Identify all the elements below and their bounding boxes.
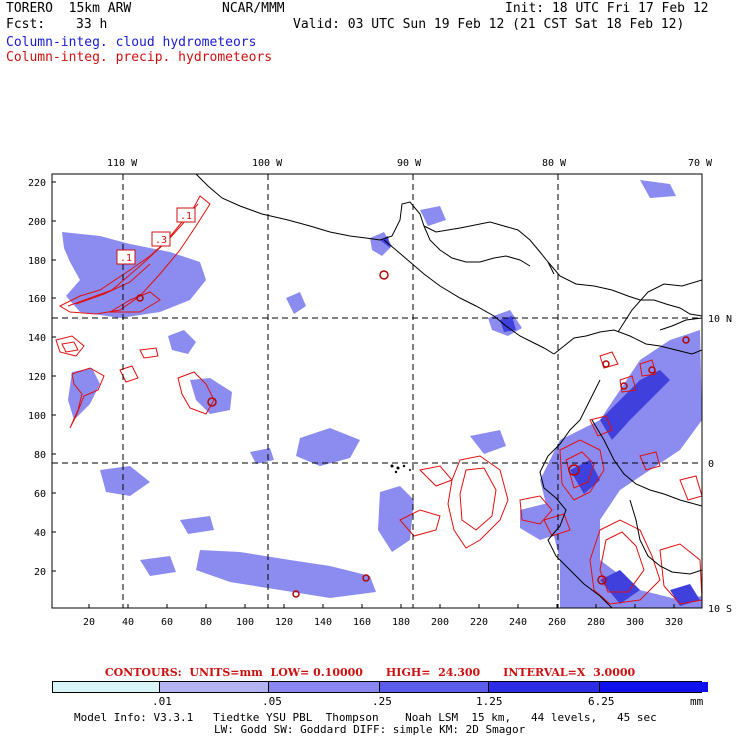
forecast-map: 110 W 100 W 90 W 80 W 70 W 10 N 0 10 S 2…	[28, 158, 732, 628]
lat-label-10n: 10 N	[708, 314, 732, 325]
init-time: Init: 18 UTC Fri 17 Feb 12	[505, 1, 709, 16]
precip-contours	[55, 195, 702, 605]
x-tick: 260	[548, 617, 566, 628]
org-label: NCAR/MMM	[222, 1, 285, 16]
contour-label: .3	[155, 235, 167, 246]
colorbar-label: .01	[152, 695, 172, 708]
contour-info: CONTOURS: UNITS=mm LOW= 0.10000 HIGH= 24…	[104, 666, 636, 679]
x-tick: 220	[470, 617, 488, 628]
x-tick: 60	[161, 617, 173, 628]
y-tick: 120	[28, 372, 46, 383]
y-tick: 40	[34, 528, 46, 539]
y-tick: 100	[28, 411, 46, 422]
colorbar	[52, 681, 708, 693]
lon-label-110w: 110 W	[107, 158, 138, 169]
colorbar-label: .05	[262, 695, 282, 708]
x-tick: 80	[200, 617, 212, 628]
cloud-core-shading	[380, 236, 700, 606]
colorbar-segment	[53, 682, 160, 692]
axis-ticks	[52, 181, 675, 608]
lat-lon-grid	[52, 174, 702, 608]
colorbar-segment	[489, 682, 600, 692]
x-tick: 180	[392, 617, 410, 628]
contour-label: .1	[120, 253, 132, 264]
lat-label-0: 0	[708, 459, 714, 470]
model-title: TORERO 15km ARW	[6, 1, 132, 16]
y-tick: 220	[28, 178, 46, 189]
lon-label-90w: 90 W	[397, 158, 422, 169]
y-tick: 60	[34, 489, 46, 500]
y-tick: 160	[28, 294, 46, 305]
map-frame	[51, 173, 703, 609]
galapagos-islands	[390, 464, 411, 474]
colorbar-segment	[380, 682, 489, 692]
y-tick: 180	[28, 256, 46, 267]
colorbar-segment	[269, 682, 380, 692]
y-tick: 20	[34, 567, 46, 578]
colorbar-segment	[600, 682, 708, 692]
forecast-label: Fcst:	[6, 17, 46, 32]
colorbar-unit: mm	[690, 695, 704, 708]
colorbar-segment	[160, 682, 269, 692]
colorbar-label: 1.25	[476, 695, 503, 708]
lon-label-80w: 80 W	[542, 158, 567, 169]
coastlines	[195, 174, 702, 608]
precip-maxima	[136, 270, 690, 598]
x-tick: 240	[509, 617, 527, 628]
x-tick: 320	[665, 617, 683, 628]
field-cloud-label: Column-integ. cloud hydrometeors	[6, 35, 257, 50]
x-tick: 200	[431, 617, 449, 628]
colorbar-label: .25	[372, 695, 392, 708]
lon-label-100w: 100 W	[252, 158, 283, 169]
x-tick: 140	[314, 617, 332, 628]
forecast-hour: 33 h	[76, 17, 108, 32]
field-precip-label: Column-integ. precip. hydrometeors	[6, 50, 273, 65]
x-tick: 100	[236, 617, 254, 628]
y-tick: 140	[28, 333, 46, 344]
x-tick: 160	[353, 617, 371, 628]
x-tick: 20	[83, 617, 95, 628]
valid-time: Valid: 03 UTC Sun 19 Feb 12 (21 CST Sat …	[293, 17, 685, 32]
lat-label-10s: 10 S	[708, 604, 732, 615]
model-info-line2: LW: Godd SW: Goddard DIFF: simple KM: 2D…	[214, 723, 526, 736]
y-tick: 80	[34, 450, 46, 461]
x-tick: 120	[275, 617, 293, 628]
y-tick: 200	[28, 217, 46, 228]
x-tick: 40	[122, 617, 134, 628]
model-info-line1: Model Info: V3.3.1 Tiedtke YSU PBL Thomp…	[74, 711, 657, 724]
x-tick: 300	[626, 617, 644, 628]
contour-label: .1	[180, 211, 192, 222]
x-tick: 280	[587, 617, 605, 628]
colorbar-label: 6.25	[588, 695, 615, 708]
lon-label-70w: 70 W	[688, 158, 713, 169]
